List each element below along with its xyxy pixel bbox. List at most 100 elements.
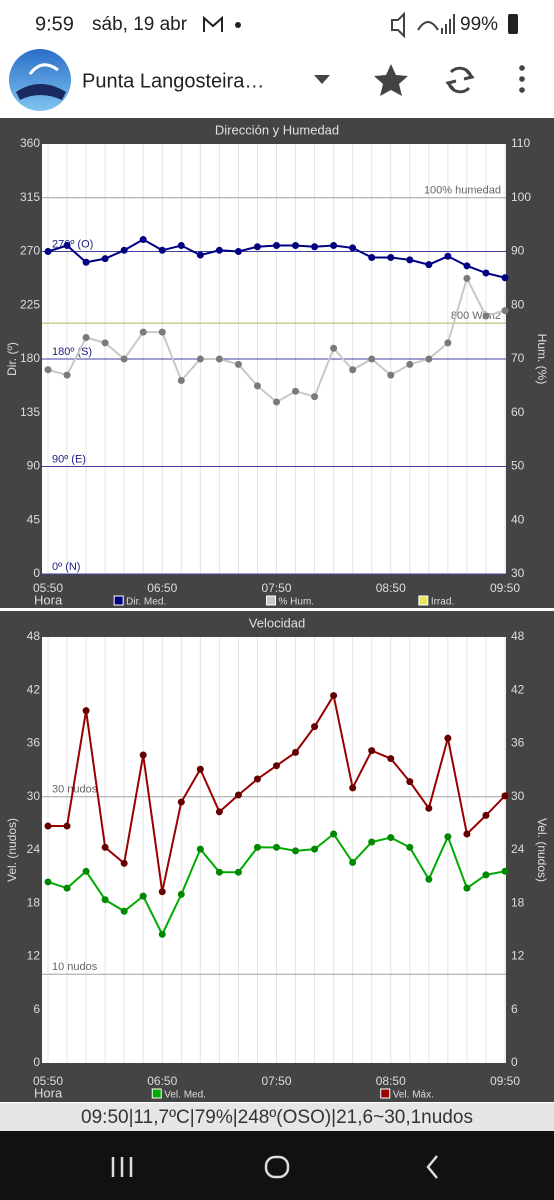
data-point	[82, 707, 90, 715]
y2-tick-label: 30	[511, 789, 525, 803]
y-tick-label: 270	[20, 244, 40, 258]
data-point	[368, 747, 376, 755]
y-tick-label: 36	[27, 736, 41, 750]
data-point	[101, 255, 109, 263]
data-point	[406, 256, 414, 264]
legend-label: Vel. Med.	[164, 1090, 206, 1101]
data-point	[292, 748, 300, 756]
y-tick-label: 90	[27, 459, 41, 473]
data-point	[425, 355, 433, 363]
reference-label: 800 W/m2	[451, 310, 501, 322]
data-point	[425, 804, 433, 812]
data-point	[177, 242, 185, 250]
data-point	[501, 307, 509, 315]
x-tick-label: 07:50	[261, 1074, 291, 1088]
data-point	[253, 843, 261, 851]
legend-label: Dir. Med.	[126, 597, 166, 608]
mail-icon	[203, 15, 223, 32]
legend-label: Vel. Máx.	[393, 1090, 434, 1101]
data-point	[215, 246, 223, 254]
data-point	[463, 884, 471, 892]
dropdown-icon[interactable]	[314, 75, 330, 84]
y-tick-label: 30	[27, 789, 41, 803]
y-tick-label: 225	[20, 297, 40, 311]
data-point	[234, 360, 242, 368]
data-point	[311, 243, 319, 251]
data-point	[234, 791, 242, 799]
status-date: sáb, 19 abr	[92, 14, 188, 35]
data-point	[311, 845, 319, 853]
app-title: Punta Langosteira…	[82, 70, 264, 92]
y2-tick-label: 0	[511, 1055, 518, 1069]
data-point	[482, 871, 490, 879]
data-point	[177, 377, 185, 384]
data-point	[501, 792, 509, 800]
data-point	[196, 845, 204, 853]
data-point	[63, 242, 71, 250]
data-point	[44, 248, 52, 255]
y2-tick-label: 12	[511, 949, 525, 963]
menu-icon[interactable]	[519, 65, 525, 93]
y2-tick-label: 48	[511, 629, 525, 643]
y2-tick-label: 40	[511, 512, 525, 526]
y-tick-label: 48	[27, 629, 41, 643]
status-time: 9:59	[35, 13, 74, 35]
data-point	[406, 360, 414, 368]
data-point	[253, 775, 261, 783]
legend-swatch	[418, 595, 429, 606]
data-point	[273, 762, 280, 770]
y-tick-label: 24	[27, 842, 41, 856]
x-tick-label: 09:50	[490, 581, 520, 595]
y-tick-label: 6	[33, 1002, 40, 1016]
reference-label: 30 nudos	[52, 784, 98, 796]
data-point	[120, 246, 128, 254]
nav-home[interactable]	[264, 1155, 290, 1179]
x-tick-label: 08:50	[376, 1074, 406, 1088]
data-point	[82, 334, 90, 341]
status-icons	[391, 11, 455, 39]
y-tick-label: 18	[27, 895, 41, 909]
refresh-icon[interactable]	[445, 66, 475, 94]
data-point	[120, 859, 128, 867]
data-point	[501, 274, 509, 282]
data-point	[273, 398, 280, 406]
y-axis-label: Dir. (º)	[5, 342, 19, 376]
legend-swatch	[380, 1088, 391, 1099]
data-point	[63, 822, 71, 830]
x-tick-label: 05:50	[33, 581, 63, 595]
y-tick-label: 180	[20, 351, 40, 365]
y2-tick-label: 30	[511, 566, 525, 580]
data-point	[158, 930, 166, 938]
data-point	[349, 244, 357, 252]
nav-back[interactable]	[426, 1155, 438, 1179]
data-point	[349, 858, 357, 866]
plot-area	[42, 637, 506, 1063]
data-point	[444, 252, 452, 260]
y-tick-label: 42	[27, 682, 41, 696]
nav-recents[interactable]	[111, 1157, 133, 1177]
logo-shape	[16, 84, 66, 100]
data-point	[273, 242, 280, 250]
y2-tick-label: 110	[511, 136, 530, 150]
x-tick-label: 09:50	[490, 1074, 520, 1088]
y-tick-label: 0	[33, 1055, 40, 1069]
y2-tick-label: 24	[511, 842, 525, 856]
data-point	[139, 328, 147, 336]
data-point	[311, 393, 319, 401]
data-point	[425, 875, 433, 883]
legend-swatch	[113, 595, 124, 606]
logo-wave	[28, 63, 59, 75]
reference-label: 0º (N)	[52, 561, 80, 573]
data-point	[139, 751, 147, 759]
y2-axis-label: Vel. (nudos)	[535, 818, 549, 882]
data-point	[330, 830, 338, 838]
data-point	[292, 242, 300, 250]
data-point	[406, 843, 414, 851]
data-point	[292, 847, 300, 855]
data-point	[177, 798, 185, 806]
favorite-icon[interactable]	[374, 64, 408, 96]
data-point	[406, 778, 414, 786]
data-point	[63, 371, 71, 379]
data-point	[63, 884, 71, 892]
